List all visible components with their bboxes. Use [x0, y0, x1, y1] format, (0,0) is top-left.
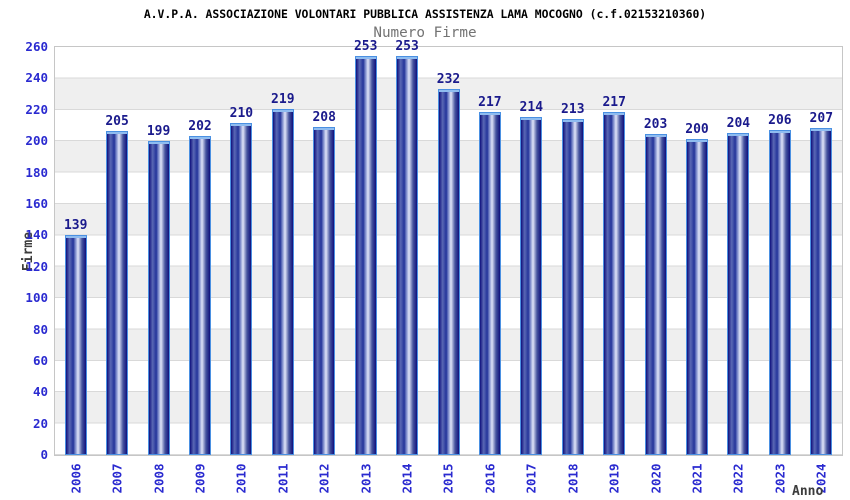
x-tick-label-text: 2012: [316, 462, 332, 494]
x-tick-label: 2007: [97, 456, 137, 500]
x-tick-label-text: 2021: [689, 462, 705, 494]
x-tick-label: 2021: [677, 456, 717, 500]
x-tick-label-text: 2019: [606, 462, 622, 494]
bar-value-label: 217: [602, 95, 626, 110]
x-tick-label-text: 2020: [648, 462, 664, 494]
y-tick-label: 260: [25, 39, 48, 54]
bar-value-label: 203: [643, 117, 668, 132]
bar: [437, 89, 460, 455]
y-tick-label: 220: [25, 101, 48, 117]
x-axis: 2006 2007 2008 2009 2010 2011 2012 2013 2014 2015…: [55, 456, 842, 500]
x-tick-label-text: 2016: [482, 462, 498, 494]
bar: [189, 136, 211, 455]
x-tick-label: 2009: [180, 456, 220, 500]
y-tick-label: 140: [25, 227, 48, 243]
bar: [230, 123, 253, 455]
bar: [603, 112, 626, 455]
x-tick-label-text: 2007: [109, 462, 125, 494]
x-tick-label: 2019: [594, 456, 634, 500]
x-axis-title: Anno: [792, 484, 824, 499]
bar-value-label: 207: [809, 111, 834, 126]
x-tick-label-text: 2023: [772, 462, 788, 494]
x-tick-label: 2020: [636, 456, 676, 500]
bar-value-label: 199: [146, 124, 171, 139]
x-tick-label-text: 2018: [565, 462, 581, 494]
bar: [686, 139, 708, 455]
x-tick-label: 2012: [304, 456, 344, 500]
bar: [64, 235, 87, 455]
y-tick-label: 80: [32, 321, 48, 337]
x-tick-label-text: 2013: [358, 462, 374, 494]
bar: [147, 141, 170, 455]
bar-value-label: 217: [478, 95, 502, 110]
y-tick-label: 0: [40, 447, 48, 462]
bar: [520, 117, 543, 455]
y-tick-label: 40: [32, 384, 48, 400]
bar-value-label: 214: [519, 100, 544, 115]
y-tick-label: 200: [25, 133, 48, 149]
y-axis: 0 20 40 60 80 100 120 140 160 180 200 220 240 260: [0, 39, 48, 462]
y-tick-label: 180: [25, 164, 48, 180]
x-tick-label: 2006: [56, 456, 96, 500]
bar: [810, 128, 833, 455]
x-tick-label: 2013: [346, 456, 386, 500]
x-tick-label: 2008: [139, 456, 179, 500]
bar-value-label: 202: [188, 119, 212, 134]
y-tick-label: 20: [32, 415, 48, 431]
x-tick-label: 2022: [718, 456, 758, 500]
y-tick-label: 100: [25, 290, 48, 306]
x-tick-label-text: 2017: [523, 462, 539, 494]
bar: [768, 130, 791, 455]
x-tick-label: 2015: [429, 456, 469, 500]
x-tick-label: 2018: [553, 456, 593, 500]
bar-value-label: 205: [105, 114, 129, 129]
x-tick-label: 2016: [470, 456, 510, 500]
bar-value-label: 253: [353, 39, 378, 54]
bar-value-label: 213: [561, 102, 585, 117]
bar: [354, 56, 377, 455]
x-tick-label-text: 2014: [399, 462, 415, 494]
chart-title: A.V.P.A. ASSOCIAZIONE VOLONTARI PUBBLICA…: [143, 7, 707, 21]
bar: [644, 134, 667, 455]
bar-value-label: 210: [229, 106, 254, 121]
x-tick-label: 2011: [263, 456, 303, 500]
bar-value-label: 206: [768, 113, 792, 128]
bar: [313, 127, 336, 455]
bar: [561, 119, 584, 455]
bar: [106, 131, 129, 455]
x-tick-label: 2017: [511, 456, 551, 500]
x-tick-label-text: 2011: [275, 462, 291, 494]
chart-subtitle: Numero Firme: [373, 25, 477, 41]
x-tick-label-text: 2022: [730, 462, 746, 494]
bar: [396, 56, 419, 455]
bar-value-label: 232: [436, 72, 461, 87]
bar-value-label: 200: [685, 122, 709, 137]
x-tick-label-text: 2015: [440, 462, 456, 494]
x-tick-label-text: 2006: [68, 462, 84, 494]
y-tick-label: 160: [25, 195, 48, 211]
bar: [727, 133, 750, 455]
x-tick-label: 2014: [387, 456, 427, 500]
bar-value-label: 204: [726, 116, 751, 131]
bar-value-label: 219: [271, 92, 295, 107]
bar: [271, 109, 294, 455]
bar-value-label: 208: [312, 110, 336, 125]
bar-value-label: 139: [63, 218, 88, 233]
y-tick-label: 60: [32, 352, 48, 368]
bar-value-label: 253: [395, 39, 419, 54]
y-tick-label: 240: [25, 70, 48, 86]
x-tick-label: 2010: [221, 456, 261, 500]
x-tick-label-text: 2010: [233, 462, 249, 494]
bar: [478, 112, 501, 455]
x-tick-label-text: 2009: [192, 462, 208, 494]
plot-area: 139 205 199 202 210 219 208 253 253 232 217 214 213 2…: [54, 40, 843, 456]
y-tick-label: 120: [25, 258, 48, 274]
x-tick-label-text: 2008: [151, 462, 167, 494]
